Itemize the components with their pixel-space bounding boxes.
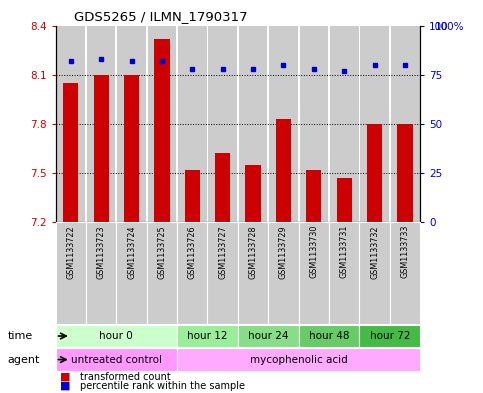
Bar — [115, 26, 117, 222]
Text: GSM1133722: GSM1133722 — [66, 225, 75, 279]
Bar — [306, 170, 322, 222]
Bar — [177, 348, 420, 371]
Bar — [389, 26, 391, 222]
Bar — [390, 26, 420, 222]
Bar — [238, 222, 268, 324]
Bar — [86, 222, 116, 324]
Text: hour 0: hour 0 — [99, 331, 133, 341]
Bar — [116, 26, 147, 222]
Bar — [328, 26, 330, 222]
Bar — [56, 26, 86, 222]
Text: GSM1133732: GSM1133732 — [370, 225, 379, 279]
Text: hour 24: hour 24 — [248, 331, 288, 341]
Text: hour 72: hour 72 — [369, 331, 410, 341]
Bar — [56, 222, 86, 324]
Bar — [298, 222, 329, 324]
Bar — [298, 26, 329, 222]
Bar — [177, 325, 238, 347]
Bar — [94, 75, 109, 222]
Bar — [276, 119, 291, 222]
Text: transformed count: transformed count — [80, 372, 170, 382]
Bar — [147, 26, 177, 222]
Bar — [207, 26, 208, 222]
Bar — [146, 26, 148, 222]
Text: GSM1133729: GSM1133729 — [279, 225, 288, 279]
Bar — [237, 26, 239, 222]
Bar — [56, 325, 177, 347]
Text: GSM1133730: GSM1133730 — [309, 225, 318, 279]
Bar — [390, 222, 420, 324]
Text: untreated control: untreated control — [71, 354, 162, 365]
Text: percentile rank within the sample: percentile rank within the sample — [80, 381, 245, 391]
Bar — [176, 26, 178, 222]
Bar — [298, 325, 359, 347]
Bar — [116, 222, 147, 324]
Text: GDS5265 / ILMN_1790317: GDS5265 / ILMN_1790317 — [74, 10, 247, 23]
Text: agent: agent — [7, 354, 40, 365]
Bar — [359, 325, 420, 347]
Bar — [185, 170, 200, 222]
Bar — [398, 124, 412, 222]
Bar — [358, 26, 360, 222]
Bar — [215, 153, 230, 222]
Bar — [208, 222, 238, 324]
Bar — [124, 75, 139, 222]
Text: GSM1133723: GSM1133723 — [97, 225, 106, 279]
Text: ■: ■ — [60, 372, 71, 382]
Bar — [56, 348, 177, 371]
Text: time: time — [7, 331, 32, 341]
Bar — [177, 222, 208, 324]
Bar — [298, 26, 299, 222]
Text: hour 48: hour 48 — [309, 331, 349, 341]
Text: GSM1133724: GSM1133724 — [127, 225, 136, 279]
Bar — [359, 222, 390, 324]
Text: GSM1133725: GSM1133725 — [157, 225, 167, 279]
Bar — [208, 26, 238, 222]
Text: GSM1133726: GSM1133726 — [188, 225, 197, 279]
Bar — [268, 222, 298, 324]
Bar — [359, 26, 390, 222]
Y-axis label: 100%: 100% — [435, 22, 464, 31]
Text: hour 12: hour 12 — [187, 331, 228, 341]
Bar — [329, 26, 359, 222]
Bar — [238, 26, 268, 222]
Text: GSM1133728: GSM1133728 — [249, 225, 257, 279]
Bar — [268, 26, 298, 222]
Text: ■: ■ — [60, 381, 71, 391]
Bar — [154, 39, 170, 222]
Bar — [86, 26, 116, 222]
Bar — [329, 222, 359, 324]
Bar — [268, 26, 269, 222]
Text: GSM1133733: GSM1133733 — [400, 225, 410, 279]
Bar — [85, 26, 87, 222]
Bar — [238, 325, 298, 347]
Bar — [147, 222, 177, 324]
Bar — [367, 124, 382, 222]
Text: mycophenolic acid: mycophenolic acid — [250, 354, 348, 365]
Bar — [177, 26, 208, 222]
Bar — [337, 178, 352, 222]
Text: GSM1133731: GSM1133731 — [340, 225, 349, 279]
Bar — [245, 165, 261, 222]
Bar — [63, 83, 78, 222]
Text: GSM1133727: GSM1133727 — [218, 225, 227, 279]
